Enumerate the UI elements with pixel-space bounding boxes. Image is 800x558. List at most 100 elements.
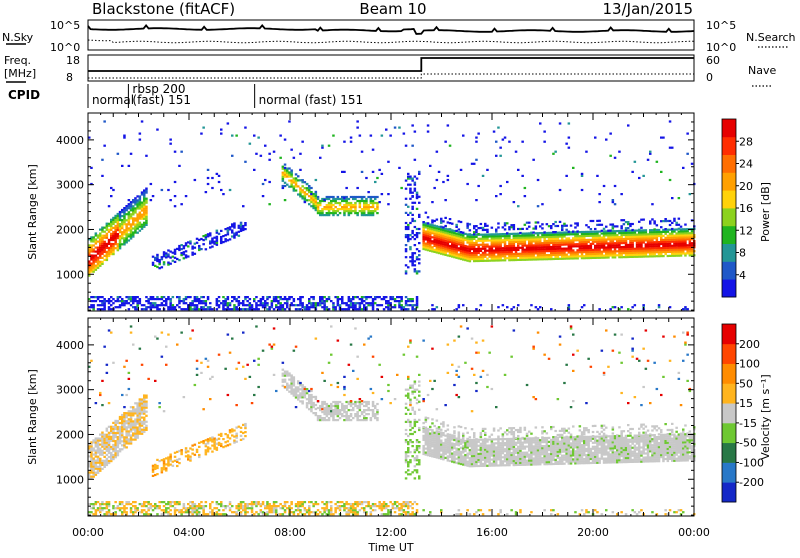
velocity-cell [121,420,124,422]
power-cell [535,228,538,230]
power-cell [128,227,131,229]
power-cell [614,254,617,256]
velocity-cell [112,505,115,507]
power-cell [405,296,408,298]
velocity-cell [257,386,260,388]
velocity-cell [117,450,120,452]
power-cell [625,234,628,236]
noise-panel-frame [88,20,694,50]
velocity-cell [139,429,142,431]
power-cell [125,205,128,207]
power-cell [145,220,148,222]
power-cell [321,300,324,302]
power-cell [422,238,425,240]
power-cell [196,238,199,240]
power-cell [244,304,247,306]
power-cell [121,211,124,213]
power-cell [673,251,676,253]
power-cell [442,181,445,183]
power-cell [532,240,535,242]
velocity-cell [271,509,274,511]
power-cell [565,254,568,256]
power-cell [286,184,289,186]
power-cell [359,298,362,300]
velocity-cell [97,466,100,468]
velocity-cell [284,503,287,505]
power-cell [341,308,344,310]
power-cell [233,224,236,226]
power-cell [398,296,401,298]
velocity-cell [92,441,95,443]
power-cell [532,250,535,252]
power-cell [409,246,412,248]
power-cell [231,235,234,237]
velocity-cell [233,436,236,438]
power-cell [136,220,139,222]
power-cell [678,228,681,230]
power-cell [568,243,571,245]
power-cell [636,240,639,242]
power-cell [233,235,236,237]
velocity-cell [114,432,117,434]
power-cell [365,200,368,202]
power-cell [528,236,531,238]
power-cell [513,245,516,247]
power-cell [345,302,348,304]
velocity-cell [191,501,194,503]
power-cell [557,225,560,227]
power-cell [233,296,236,298]
velocity-cell [284,505,287,507]
velocity-cell [139,404,142,406]
power-cell [141,304,144,306]
power-cell [372,302,375,304]
velocity-cell [312,396,315,398]
power-cell [299,298,302,300]
power-cell [506,222,509,224]
power-cell [590,239,593,241]
power-cell [585,233,588,235]
power-cell [284,308,287,310]
power-cell [372,200,375,202]
power-cell [442,247,445,249]
velocity-cell [119,440,122,442]
velocity-cell [150,505,153,507]
velocity-cell [123,446,126,448]
velocity-cell [147,507,150,509]
power-cell [579,243,582,245]
power-cell [449,235,452,237]
power-cell [686,238,689,240]
power-cell [607,250,610,252]
power-cell [612,244,615,246]
power-cell [447,124,450,126]
power-cell [552,234,555,236]
power-cell [673,237,676,239]
power-cell [605,232,608,234]
velocity-cell [191,509,194,511]
power-cell [376,296,379,298]
velocity-cell [134,507,137,509]
power-cell [277,306,280,308]
velocity-cell [114,424,117,426]
power-cell [603,255,606,257]
velocity-cell [143,394,146,396]
power-cell [592,237,595,239]
power-cell [293,177,296,179]
velocity-cell [253,360,256,362]
power-cell [103,231,106,233]
velocity-cell [121,428,124,430]
velocity-cell [297,507,300,509]
power-cell [319,296,322,298]
power-cell [480,258,483,260]
power-cell [376,212,379,214]
velocity-cell [176,465,179,467]
power-cell [139,201,142,203]
power-cell [156,296,159,298]
power-cell [222,296,225,298]
power-cell [110,245,113,247]
power-cell [684,240,687,242]
power-cell [546,232,549,234]
power-cell [172,306,175,308]
power-cell [640,254,643,256]
velocity-cell [286,371,289,373]
power-cell [191,300,194,302]
